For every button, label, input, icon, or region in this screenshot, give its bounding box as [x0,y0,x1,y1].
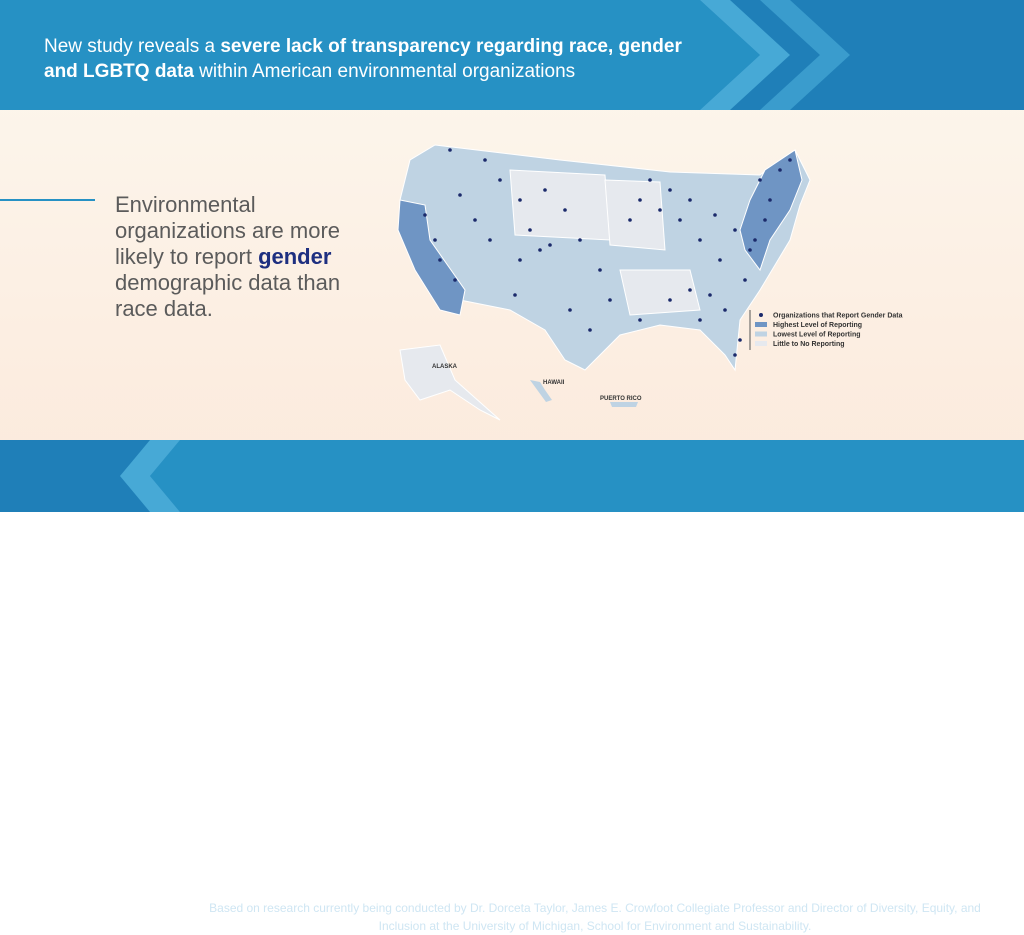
footer-band: Based on research currently being conduc… [0,440,1024,933]
legend: Organizations that Report Gender Data Hig… [755,313,903,348]
bold-text: severe lack of transparency regarding ra… [44,36,682,82]
legend-label: Lowest Level of Reporting [773,332,861,339]
org-dot [548,243,552,247]
org-dots [423,148,792,357]
org-dot [668,188,672,192]
org-dot [768,198,772,202]
org-dot [458,193,462,197]
text: Environmental organizations are more lik… [115,192,341,269]
legend-label: Highest Level of Reporting [773,322,862,329]
org-dot [498,178,502,182]
org-dot [758,178,762,182]
legend-label: Organizations that Report Gender Data [773,313,903,320]
org-dot [658,208,662,212]
org-dot [648,178,652,182]
org-dot [423,213,427,217]
org-dot [698,238,702,242]
org-dot [718,258,722,262]
org-dot [563,208,567,212]
org-dot [708,293,712,297]
org-dot [518,258,522,262]
legend-swatch [755,331,767,337]
org-dot [543,188,547,192]
org-dot [778,168,782,172]
org-dot [488,238,492,242]
legend-dot [759,313,763,317]
org-dot [473,218,477,222]
org-dot [433,238,437,242]
header-band: New study reveals a severe lack of trans… [0,0,1024,110]
org-dot [688,198,692,202]
legend-label: Little to No Reporting [773,341,845,348]
org-dot [743,278,747,282]
text: demographic data than race data. [115,270,341,321]
org-dot [733,353,737,357]
region-label: ALASKA [432,364,458,370]
legend-swatch [755,322,767,327]
org-dot [753,238,757,242]
org-dot [578,238,582,242]
org-dot [513,293,517,297]
org-dot [738,338,742,342]
org-dot [698,318,702,322]
org-dot [483,158,487,162]
body-text: Environmental organizations are more lik… [115,192,365,322]
org-dot [638,318,642,322]
org-dot [733,228,737,232]
org-dot [763,218,767,222]
org-dot [688,288,692,292]
header-chevrons [700,0,1024,110]
header-text: New study reveals a severe lack of trans… [44,34,684,84]
org-dot [438,258,442,262]
org-dot [723,308,727,312]
footer-chevrons [0,440,180,512]
region-labels: ALASKA HAWAII PUERTO RICO [432,364,642,402]
region-label: HAWAII [543,380,565,386]
org-dot [568,308,572,312]
legend-swatch [755,341,767,346]
org-dot [528,228,532,232]
us-map: Organizations that Report Gender Data Hig… [397,144,903,421]
org-dot [788,158,792,162]
org-dot [608,298,612,302]
footer-text: Based on research currently being conduc… [209,901,981,933]
org-dot [713,213,717,217]
org-dot [748,248,752,252]
org-dot [453,278,457,282]
org-dot [628,218,632,222]
org-dot [668,298,672,302]
org-dot [448,148,452,152]
org-dot [598,268,602,272]
org-dot [678,218,682,222]
region-label: PUERTO RICO [600,396,642,402]
org-dot [638,198,642,202]
text: New study reveals a [44,36,221,57]
org-dot [588,328,592,332]
text: within American environmental organizati… [193,61,576,82]
bold-text: gender [258,244,332,269]
org-dot [518,198,522,202]
org-dot [538,248,542,252]
